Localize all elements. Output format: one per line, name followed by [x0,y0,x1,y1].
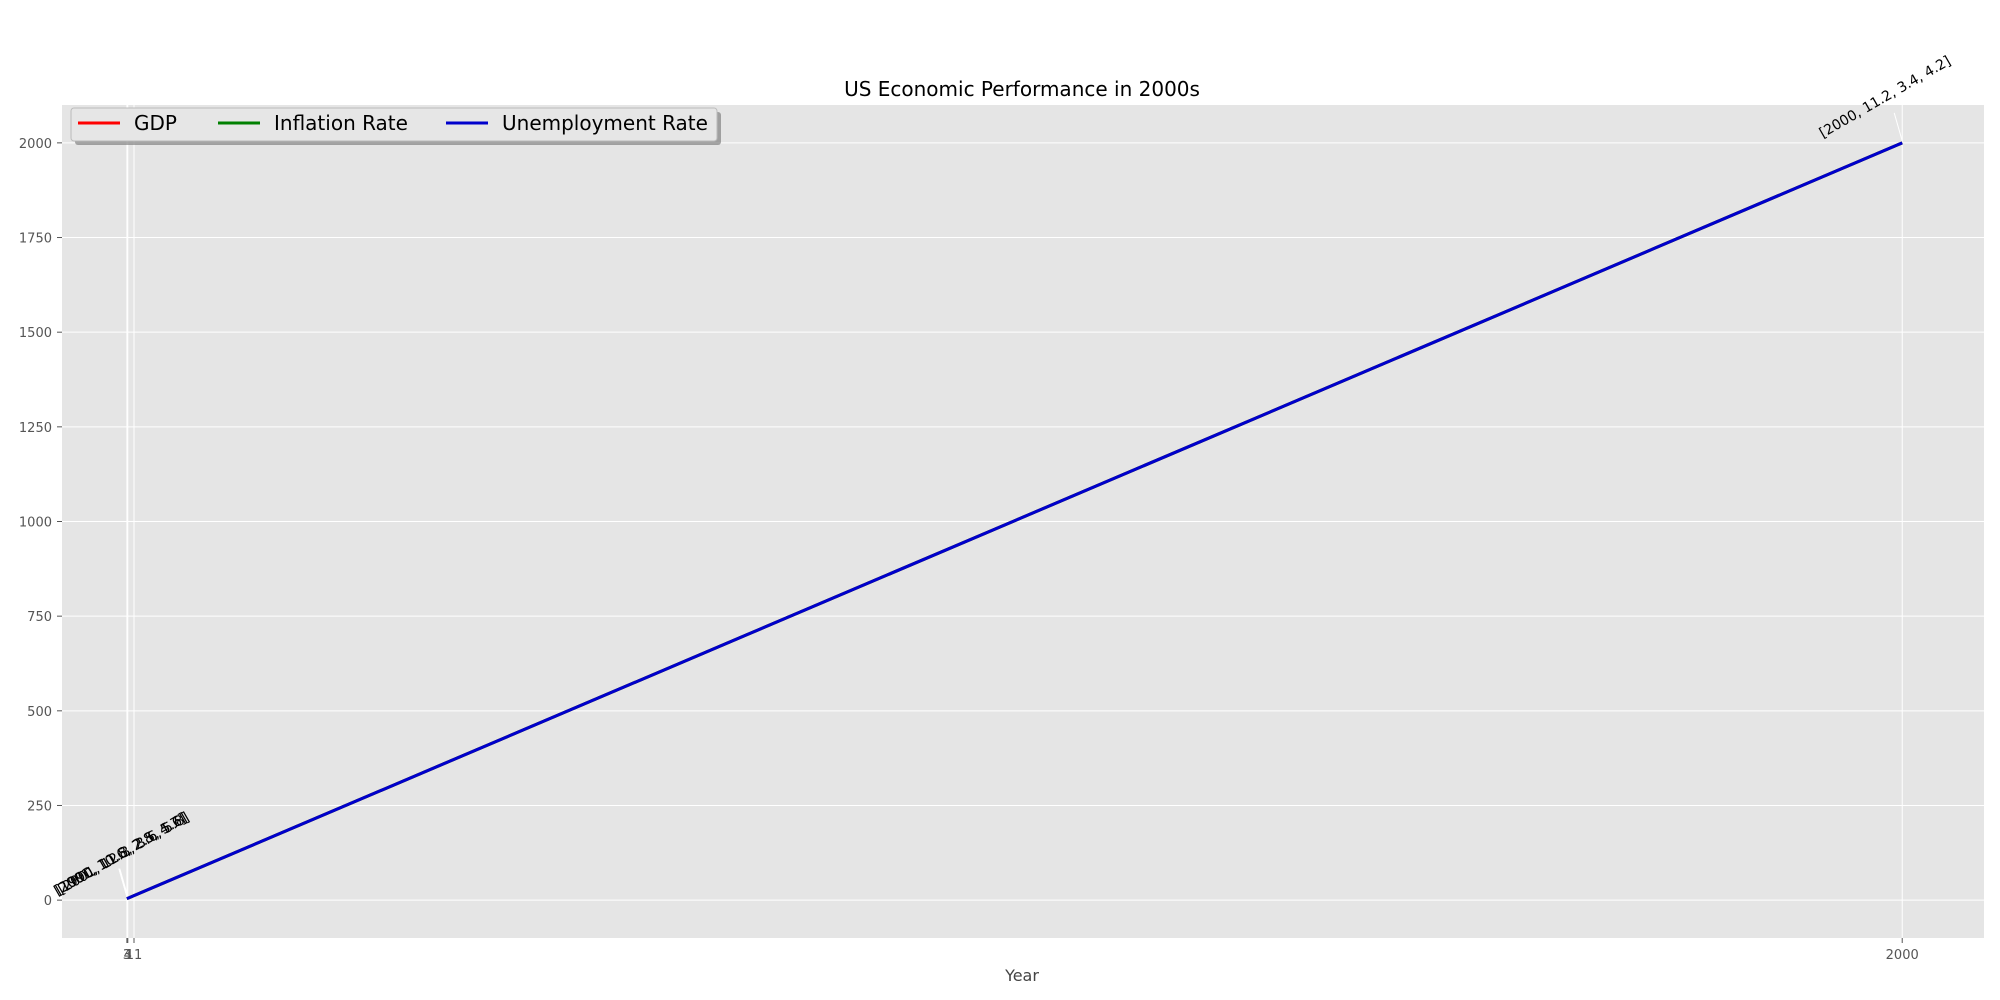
legend-item-gdp[interactable]: GDP [78,111,177,135]
legend-label: Unemployment Rate [502,111,708,135]
y-tick-label: 2000 [19,137,52,152]
series-line-unemployment-rate [126,141,1903,901]
x-tick-label: 2000 [1886,948,1919,963]
legend-item-inflation-rate[interactable]: Inflation Rate [218,111,408,135]
x-tick-label: 4 [124,948,132,963]
legend-label: Inflation Rate [274,111,408,135]
annotation-connector [1893,112,1903,142]
y-tick-label: 1750 [19,232,52,247]
annotation-connector [118,868,128,897]
y-tick-label: 250 [27,799,52,814]
legend-label: GDP [134,111,177,135]
y-axis-ticks: 0 250 500 750 1000 1250 1500 1750 2000 [19,137,62,909]
x-axis-title: Year [1004,966,1039,985]
gridlines [62,105,1984,938]
y-tick-label: 1000 [19,516,52,531]
chart-title: US Economic Performance in 2000s [844,77,1200,101]
y-tick-label: 750 [27,610,52,625]
annotation-connector [119,868,129,897]
y-tick-label: 500 [27,705,52,720]
y-tick-label: 1250 [19,421,52,436]
y-tick-label: 1500 [19,326,52,341]
legend-item-unemployment-rate[interactable]: Unemployment Rate [446,111,708,135]
x-tick-label: 3 [123,948,131,963]
y-tick-label: 0 [44,894,52,909]
legend[interactable]: GDP Inflation Rate Unemployment Rate [70,107,721,145]
series-lines [126,141,1903,901]
x-tick-label: 11 [126,948,143,963]
legend-frame [70,107,718,142]
